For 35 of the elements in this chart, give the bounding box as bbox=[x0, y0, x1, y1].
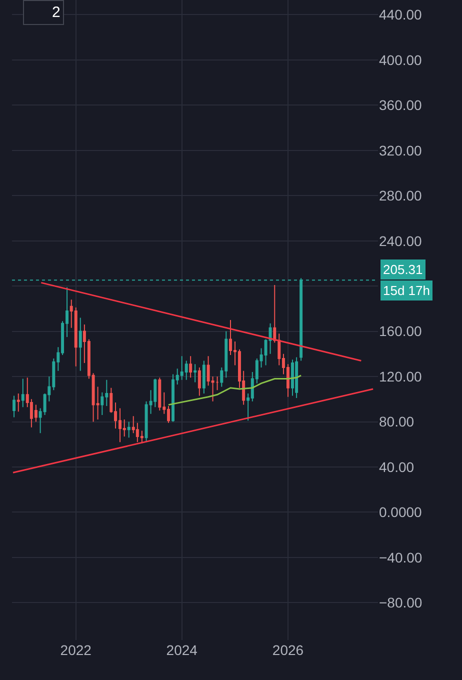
candlestick bbox=[290, 359, 294, 396]
y-tick-label: 120.00 bbox=[379, 368, 422, 384]
candlestick bbox=[21, 378, 24, 408]
y-tick-label: 320.00 bbox=[379, 142, 422, 158]
candlestick bbox=[295, 356, 298, 399]
line-series bbox=[168, 374, 302, 406]
y-tick-label: 360.00 bbox=[379, 97, 422, 114]
candlestick bbox=[273, 284, 276, 344]
candlestick bbox=[12, 395, 16, 418]
y-tick-label: 440.00 bbox=[379, 6, 422, 23]
candlestick bbox=[189, 356, 192, 378]
text: 15d 17h bbox=[383, 283, 430, 298]
candlestick bbox=[78, 317, 82, 372]
y-tick-label: 40.00 bbox=[379, 458, 414, 475]
y-tick-label: 280.00 bbox=[379, 188, 422, 204]
candlestick bbox=[198, 366, 201, 396]
y-tick-label: 80.00 bbox=[379, 414, 414, 430]
candlestick bbox=[194, 364, 197, 383]
candlestick bbox=[158, 377, 162, 411]
y-tick-label: 0.0000 bbox=[379, 504, 422, 520]
y-tick-label: 240.00 bbox=[379, 232, 422, 249]
y-tick-label: −80.00 bbox=[379, 594, 422, 611]
x-tick-label: 2022 bbox=[60, 642, 92, 658]
y-tick-label: 400.00 bbox=[379, 52, 422, 68]
x-tick-label: 2026 bbox=[272, 642, 304, 658]
candlestick bbox=[127, 421, 130, 438]
x-tick-label: 2024 bbox=[166, 642, 198, 658]
candlestick bbox=[202, 360, 206, 394]
y-tick-label: 160.00 bbox=[379, 323, 422, 340]
annotation: 2 bbox=[27, 4, 60, 21]
y-tick-label: −40.00 bbox=[379, 549, 422, 566]
candlestick bbox=[184, 360, 188, 380]
candlestick bbox=[216, 376, 219, 391]
candlestick bbox=[16, 393, 20, 412]
ref-line-label: 205.31 bbox=[383, 262, 423, 277]
